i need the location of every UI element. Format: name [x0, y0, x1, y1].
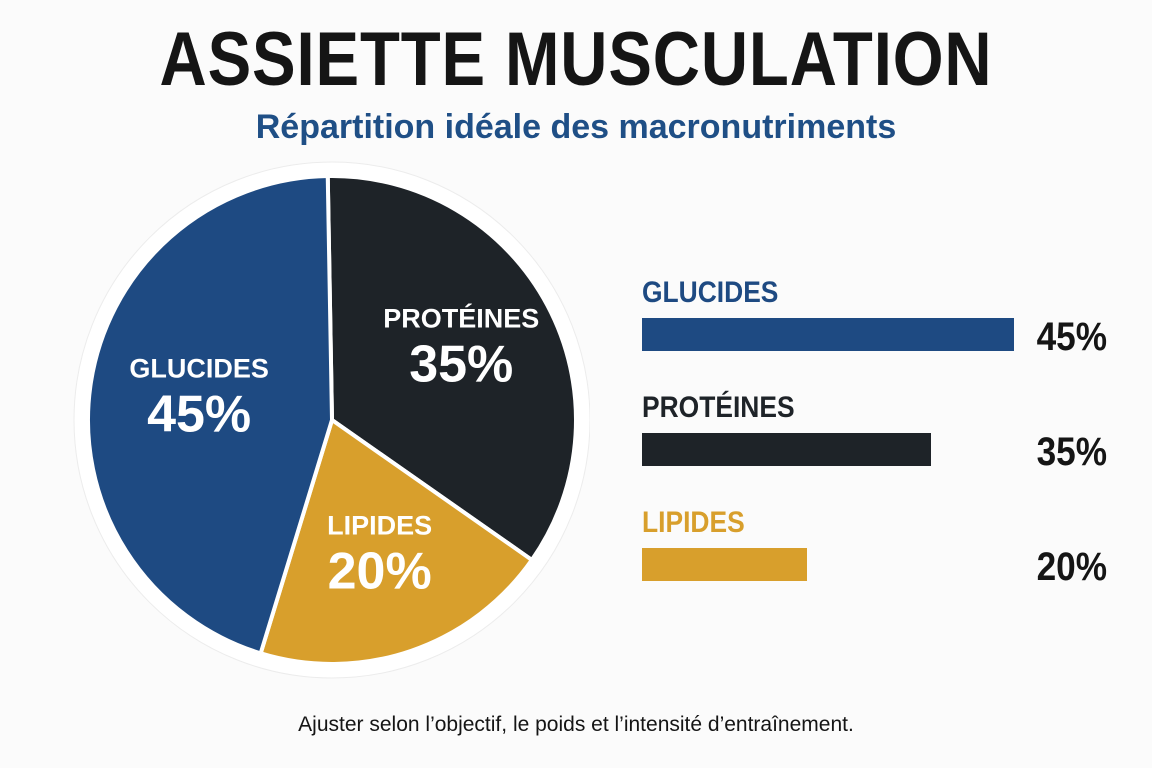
bar-value-proteines: 35% — [1036, 430, 1107, 474]
bar-track-glucides — [642, 318, 1014, 351]
bar-label-proteines: PROTÉINES — [642, 391, 795, 424]
pie-label-lipides: LIPIDES — [327, 510, 432, 540]
bar-label-glucides: GLUCIDES — [642, 276, 779, 309]
pie-label-proteines: PROTÉINES — [383, 302, 539, 333]
chart-subtitle: Répartition idéale des macronutriments — [255, 108, 897, 146]
pie-value-glucides: 45% — [147, 385, 251, 443]
bar-glucides — [642, 318, 1014, 351]
bar-lipides — [642, 548, 807, 581]
pie-label-glucides: GLUCIDES — [129, 353, 269, 383]
bar-value-lipides: 20% — [1036, 545, 1107, 589]
footnote: Ajuster selon l’objectif, le poids et l’… — [298, 713, 854, 736]
bar-track-lipides — [642, 548, 1014, 581]
bar-label-lipides: LIPIDES — [642, 506, 745, 539]
bar-value-glucides: 45% — [1036, 315, 1107, 359]
pie-value-proteines: 35% — [409, 335, 513, 393]
bar-row-proteines: PROTÉINES 35% — [642, 393, 1122, 493]
pie-chart: PROTÉINES 35% LIPIDES 20% GLUCIDES 45% — [70, 148, 590, 688]
bar-proteines — [642, 433, 931, 466]
pie-slice-proteines — [325, 174, 578, 562]
pie-slice-lipides — [258, 418, 534, 666]
bar-track-proteines — [642, 433, 1014, 466]
bar-chart: GLUCIDES 45% PROTÉINES 35% LIPIDES 20% — [642, 278, 1122, 598]
chart-title: ASSIETTE MUSCULATION — [159, 17, 993, 102]
pie-slice-glucides — [86, 174, 334, 656]
bar-row-lipides: LIPIDES 20% — [642, 508, 1122, 608]
bar-row-glucides: GLUCIDES 45% — [642, 278, 1122, 378]
pie-value-lipides: 20% — [328, 542, 432, 600]
